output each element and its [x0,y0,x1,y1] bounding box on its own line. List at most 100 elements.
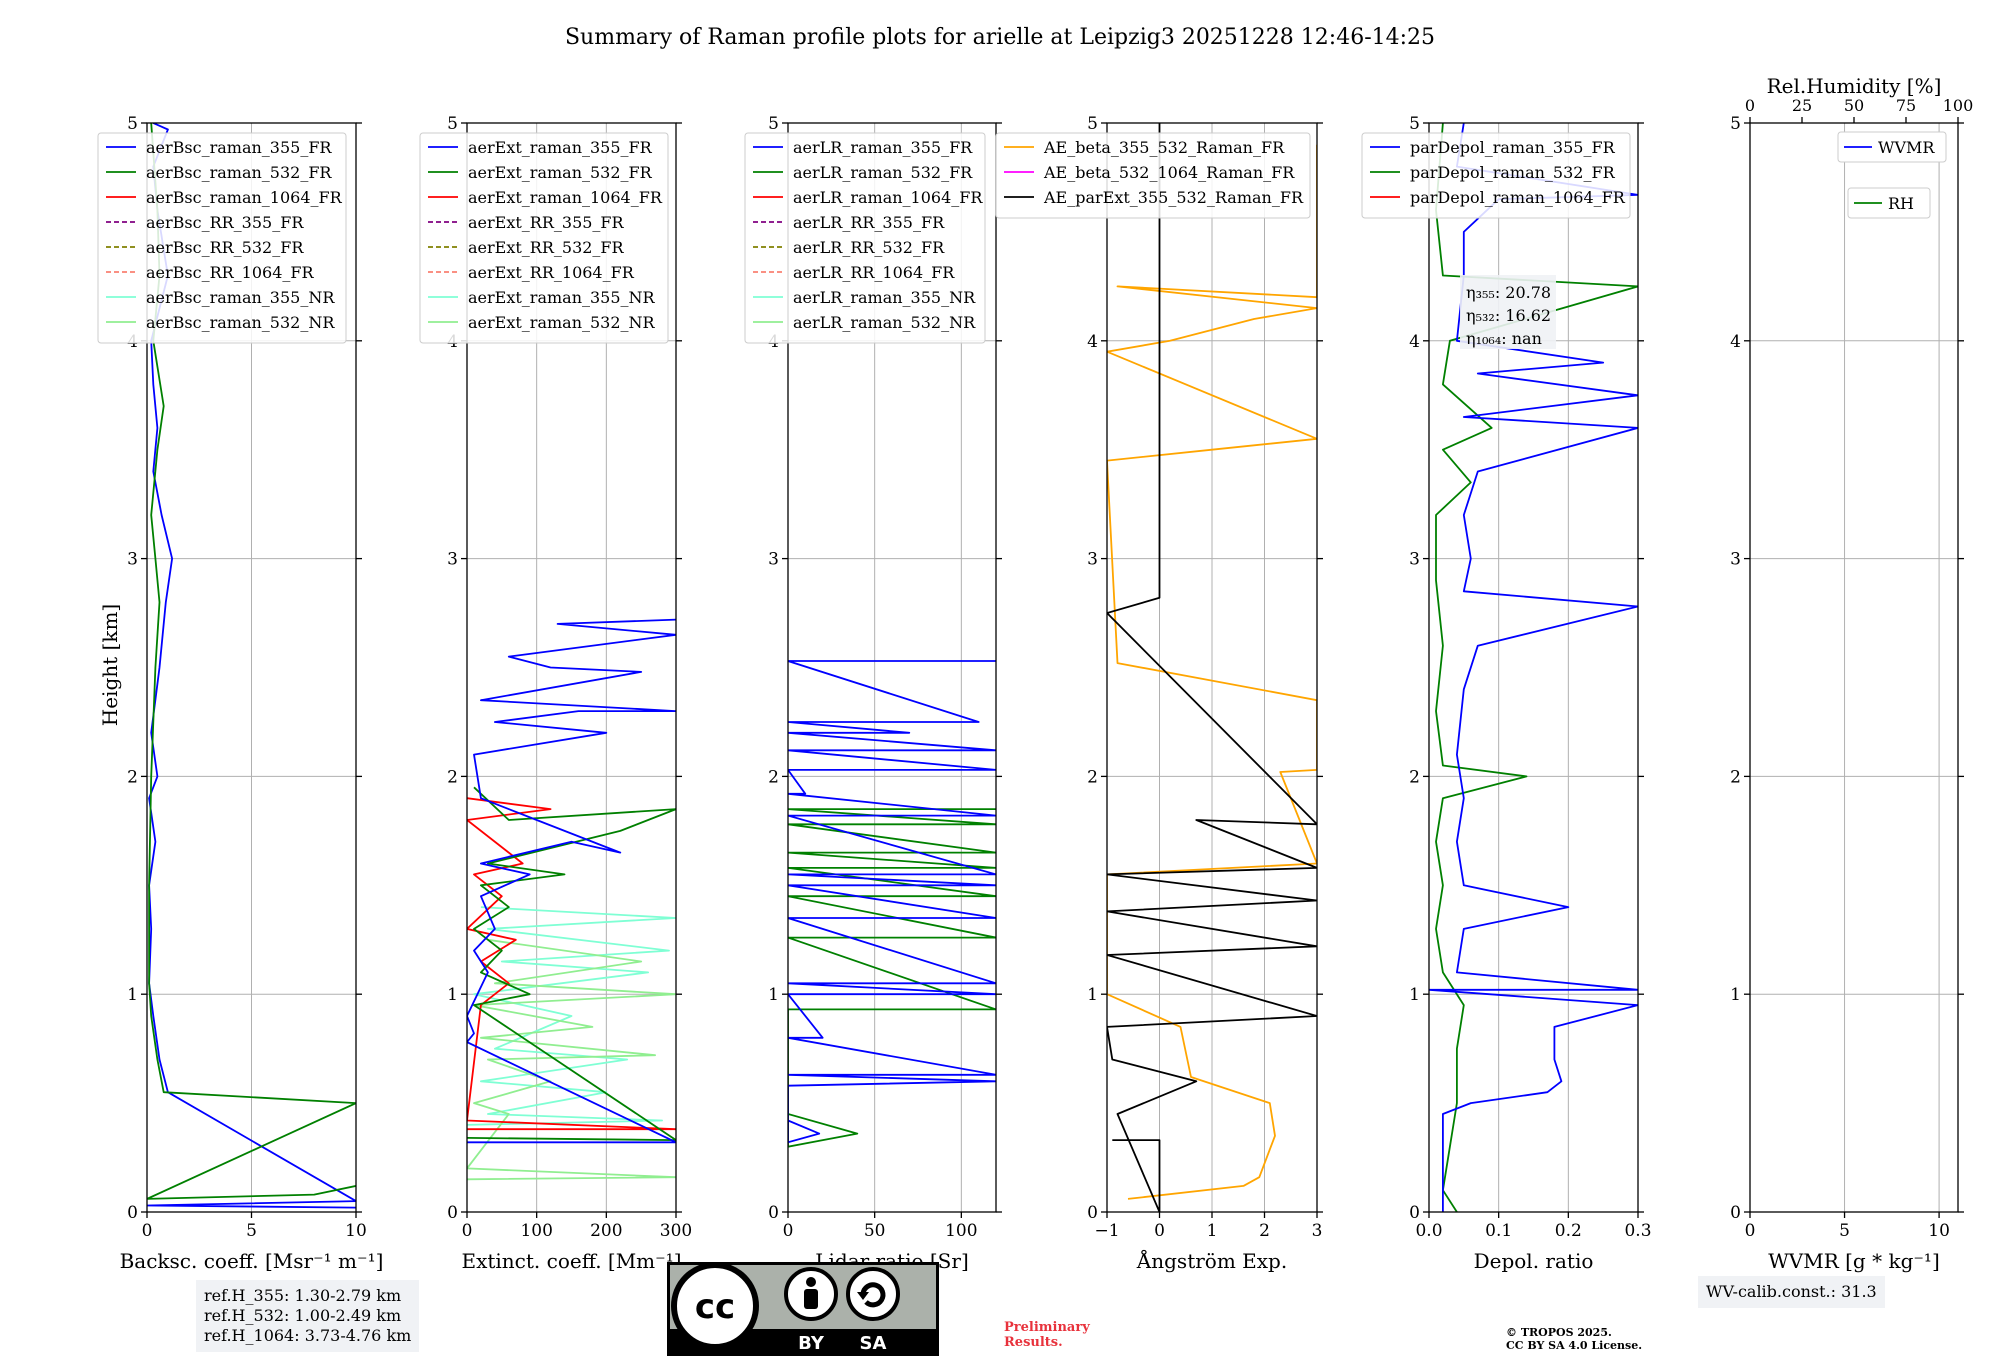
y-tick-label: 2 [447,767,458,787]
legend-label: WVMR [1878,138,1935,157]
series-aerBsc_raman_532_FR [147,123,356,1200]
axes-frame [1749,122,1959,1213]
ref-height-box: ref.H_355: 1.30-2.79 km ref.H_532: 1.00-… [196,1280,420,1352]
legend-label: AE_beta_355_532_Raman_FR [1043,138,1285,157]
x-tick-label: 10 [1928,1221,1950,1241]
x-tick-label: 0 [1745,1221,1756,1241]
series-AE_parExt_355_532_Raman_FR [1107,123,1317,1212]
y-tick-label: 0 [1087,1203,1098,1223]
by-label: BY [798,1333,825,1354]
legend-label: aerExt_raman_532_NR [468,313,656,332]
y-tick-label: 2 [1730,767,1741,787]
y-tick-label: 0 [768,1203,779,1223]
legend-box [744,132,986,344]
legend-label: aerLR_raman_532_FR [793,163,973,182]
x-tick-label: 0 [783,1221,794,1241]
x-tick-label: −1 [1094,1221,1119,1241]
x-axis-label: Depol. ratio [1474,1249,1594,1273]
x-tick-label: 50 [864,1221,886,1241]
y-tick-label: 5 [1730,114,1741,134]
sa-label: SA [860,1333,887,1354]
x-tick-label: 100 [520,1221,552,1241]
legend-label: aerLR_RR_355_FR [793,213,945,232]
share-alike-icon [846,1267,900,1321]
y-tick-label: 3 [1409,550,1420,570]
y-tick-label: 0 [447,1203,458,1223]
legend-box [419,132,669,344]
x-axis-label: Extinct. coeff. [Mm⁻¹] [461,1249,681,1273]
legend-box [995,132,1311,219]
legend-label: aerExt_RR_355_FR [468,213,625,232]
legend-label: aerBsc_raman_532_NR [146,313,335,332]
legend-label: aerBsc_raman_355_FR [146,138,332,157]
copyright-note: © TROPOS 2025. CC BY SA 4.0 License. [1506,1326,1642,1352]
y-tick-label: 4 [1409,332,1420,352]
y-axis-label: Height [km] [98,604,122,726]
x-axis-label: WVMR [g * kg⁻¹] [1768,1249,1940,1273]
x-tick-label: 300 [660,1221,692,1241]
y-tick-label: 1 [127,985,138,1005]
legend-label: aerLR_RR_1064_FR [793,263,955,282]
series-aerExt_raman_532_FR [467,786,676,1141]
panel-backscatter: 0510012345Backsc. coeff. [Msr⁻¹ m⁻¹]aerB… [97,114,383,1273]
legend-label: aerLR_raman_355_NR [793,288,976,307]
y-tick-label: 5 [447,114,458,134]
x-tick-label: 0 [1154,1221,1165,1241]
ref-height-1064: ref.H_1064: 3.73-4.76 km [204,1326,412,1345]
legend-label: aerExt_RR_532_FR [468,238,625,257]
x-tick-label: 0.3 [1624,1221,1651,1241]
y-tick-label: 0 [1730,1203,1741,1223]
series-aerExt_raman_532_NR [467,938,676,1181]
y-tick-label: 5 [1409,114,1420,134]
copyright-line-1: © TROPOS 2025. [1506,1326,1612,1339]
panel-lidar_ratio: 050100012345Lidar ratio [Sr]aerLR_raman_… [744,114,1002,1273]
legend-label: aerExt_raman_1064_FR [468,188,663,207]
legend-label: aerExt_raman_355_FR [468,138,653,157]
y-tick-label: 1 [1409,985,1420,1005]
series-aerExt_raman_355_NR [467,906,676,1126]
x-axis-label: Ångström Exp. [1136,1248,1287,1273]
panel-extinction: 0100200300012345Extinct. coeff. [Mm⁻¹]ae… [419,114,692,1273]
legend-label: AE_parExt_355_532_Raman_FR [1043,188,1304,207]
legend-box [1361,132,1631,219]
y-tick-label: 2 [1087,767,1098,787]
legend-label: parDepol_raman_1064_FR [1410,188,1626,207]
x-tick-label: 0.0 [1415,1221,1442,1241]
eta-label: η₅₃₂: 16.62 [1466,306,1551,325]
y-tick-label: 4 [1730,332,1741,352]
y-tick-label: 1 [768,985,779,1005]
y-tick-label: 1 [1730,985,1741,1005]
x-tick-label: 5 [1839,1221,1850,1241]
panels: 0510012345Backsc. coeff. [Msr⁻¹ m⁻¹]aerB… [97,74,1973,1273]
series-group [467,618,676,1181]
cc-by-sa-license-badge: cc BY SA [667,1262,939,1356]
legend-label: aerBsc_raman_532_FR [146,163,332,182]
y-tick-label: 3 [1730,550,1741,570]
cc-text: cc [695,1287,735,1327]
x-tick-label: 2 [1259,1221,1270,1241]
y-tick-label: 3 [127,550,138,570]
y-tick-label: 2 [1409,767,1420,787]
legend-label: aerExt_raman_532_FR [468,163,653,182]
legend-label: aerBsc_RR_355_FR [146,213,304,232]
top-x-tick-label: 50 [1844,96,1864,115]
legend-label: aerLR_raman_355_FR [793,138,973,157]
legend-label: aerBsc_raman_1064_FR [146,188,343,207]
eta-box [1460,275,1556,349]
wv-calib-text: WV-calib.const.: 31.3 [1706,1282,1877,1301]
series-aerLR_raman_532_FR [788,808,996,1148]
series-group [1107,123,1317,1212]
series-aerExt_raman_355_FR [467,618,676,1144]
series-aerExt_raman_1064_FR [467,797,676,1131]
ref-height-532: ref.H_532: 1.00-2.49 km [204,1306,402,1325]
copyright-line-2: CC BY SA 4.0 License. [1506,1339,1643,1352]
legend-label: parDepol_raman_532_FR [1410,163,1616,182]
y-tick-label: 2 [127,767,138,787]
preliminary-note: Preliminary Results. [1004,1320,1090,1350]
series-AE_beta_355_532_Raman_FR [1107,144,1317,1200]
y-tick-label: 1 [447,985,458,1005]
top-x-tick-label: 75 [1896,96,1916,115]
x-tick-label: 3 [1312,1221,1323,1241]
